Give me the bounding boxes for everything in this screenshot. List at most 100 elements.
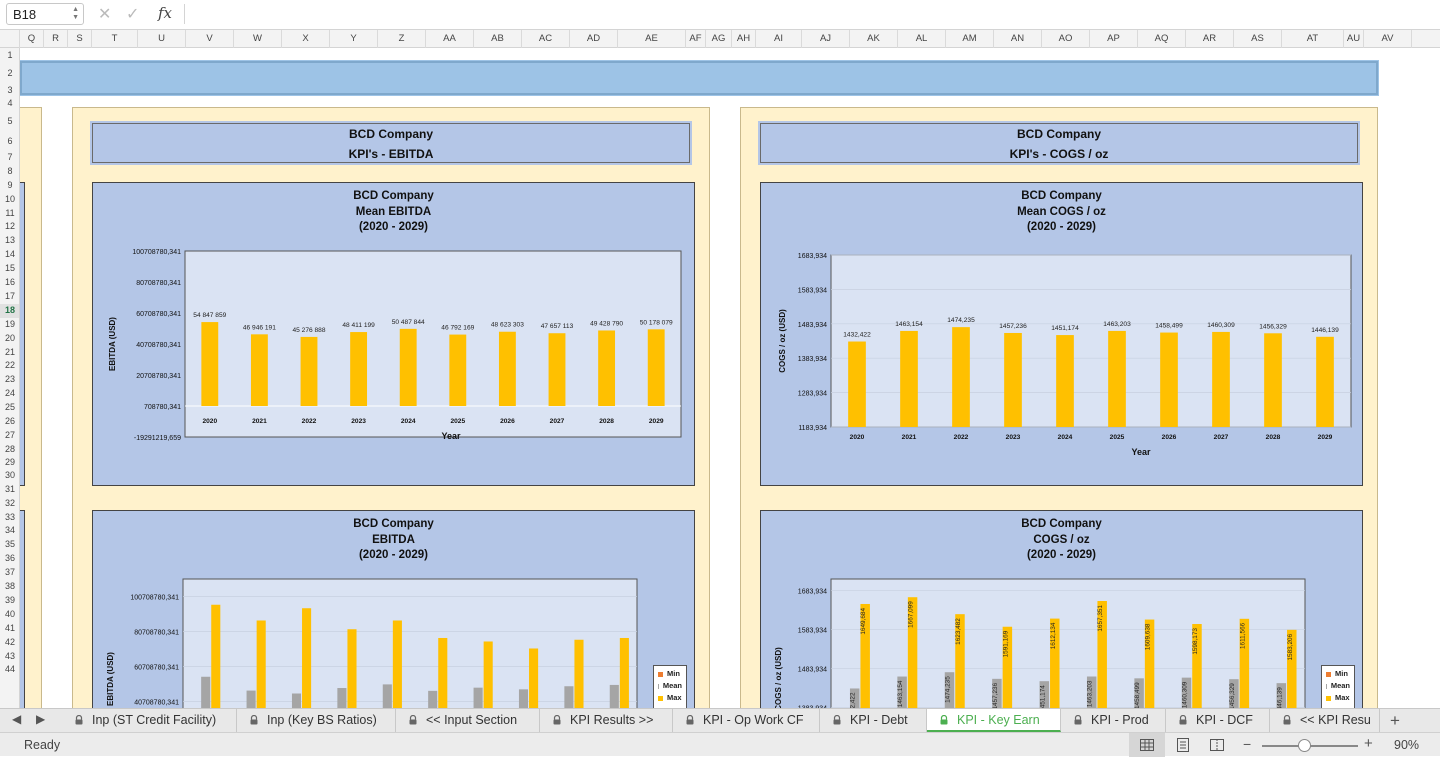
column-header-aq[interactable]: AQ (1138, 30, 1186, 48)
row-header-42[interactable]: 42 (0, 636, 20, 650)
confirm-icon[interactable]: ✓ (126, 4, 139, 24)
row-header-31[interactable]: 31 (0, 483, 20, 497)
row-header-36[interactable]: 36 (0, 552, 20, 566)
normal-view-button[interactable] (1129, 733, 1165, 757)
row-header-11[interactable]: 11 (0, 207, 20, 221)
column-header-ae[interactable]: AE (618, 30, 686, 48)
row-header-34[interactable]: 34 (0, 524, 20, 538)
column-header-t[interactable]: T (92, 30, 138, 48)
column-header-am[interactable]: AM (946, 30, 994, 48)
chart-ebitda-range[interactable]: BCD Company EBITDA (2020 - 2029) 1007087… (92, 510, 695, 708)
select-all-corner[interactable] (0, 30, 20, 48)
row-header-29[interactable]: 29 (0, 456, 20, 469)
column-header-s[interactable]: S (68, 30, 92, 48)
row-header-4[interactable]: 4 (0, 97, 20, 111)
sheet-tab[interactable]: << Input Section (396, 709, 540, 732)
row-header-25[interactable]: 25 (0, 401, 20, 415)
sheet-tab[interactable]: KPI - Prod (1061, 709, 1166, 732)
tab-scroll-left-icon[interactable]: ◀ (12, 712, 21, 726)
row-header-40[interactable]: 40 (0, 608, 20, 622)
column-header-y[interactable]: Y (330, 30, 378, 48)
cancel-icon[interactable]: ✕ (98, 4, 111, 24)
row-header-44[interactable]: 44 (0, 663, 20, 677)
column-header-v[interactable]: V (186, 30, 234, 48)
row-header-41[interactable]: 41 (0, 622, 20, 636)
row-header-21[interactable]: 21 (0, 346, 20, 360)
column-header-w[interactable]: W (234, 30, 282, 48)
sheet-tab[interactable]: KPI Results >> (540, 709, 673, 732)
row-header-10[interactable]: 10 (0, 193, 20, 207)
row-header-5[interactable]: 5 (0, 111, 20, 131)
sheet-grid[interactable]: BCD Company KPI's - EBITDA BCD Company M… (20, 48, 1440, 708)
formula-input[interactable] (196, 7, 1426, 23)
row-header-35[interactable]: 35 (0, 538, 20, 552)
column-header-ap[interactable]: AP (1090, 30, 1138, 48)
row-header-39[interactable]: 39 (0, 594, 20, 608)
column-header-an[interactable]: AN (994, 30, 1042, 48)
row-header-16[interactable]: 16 (0, 276, 20, 290)
row-header-22[interactable]: 22 (0, 359, 20, 373)
row-header-19[interactable]: 19 (0, 318, 20, 332)
sheet-tab[interactable]: KPI - Debt (820, 709, 927, 732)
column-header-al[interactable]: AL (898, 30, 946, 48)
chart-mean-cogs[interactable]: BCD Company Mean COGS / oz (2020 - 2029)… (760, 182, 1363, 486)
column-header-aj[interactable]: AJ (802, 30, 850, 48)
row-header-1[interactable]: 1 (0, 48, 20, 62)
column-header-av[interactable]: AV (1364, 30, 1412, 48)
row-header-9[interactable]: 9 (0, 179, 20, 193)
column-header-au[interactable]: AU (1344, 30, 1364, 48)
sheet-tab[interactable]: Inp (ST Credit Facility) (62, 709, 237, 732)
row-header-6[interactable]: 6 (0, 131, 20, 151)
row-header-20[interactable]: 20 (0, 332, 20, 346)
row-header-37[interactable]: 37 (0, 566, 20, 580)
row-header-23[interactable]: 23 (0, 373, 20, 387)
tab-scroll-right-icon[interactable]: ▶ (36, 712, 45, 726)
column-header-ak[interactable]: AK (850, 30, 898, 48)
add-sheet-icon[interactable]: + (1390, 711, 1400, 731)
row-header-7[interactable]: 7 (0, 151, 20, 165)
row-header-28[interactable]: 28 (0, 443, 20, 456)
row-header-3[interactable]: 3 (0, 84, 20, 97)
column-header-x[interactable]: X (282, 30, 330, 48)
function-icon[interactable]: fx (158, 4, 172, 22)
column-header-ah[interactable]: AH (732, 30, 756, 48)
column-header-as[interactable]: AS (1234, 30, 1282, 48)
row-header-32[interactable]: 32 (0, 497, 20, 511)
column-header-ag[interactable]: AG (706, 30, 732, 48)
zoom-level[interactable]: 90% (1394, 738, 1419, 752)
row-header-43[interactable]: 43 (0, 650, 20, 664)
zoom-in-icon[interactable]: + (1364, 735, 1373, 752)
row-header-27[interactable]: 27 (0, 429, 20, 443)
sheet-tab[interactable]: KPI - Key Earn (927, 709, 1061, 732)
column-header-ac[interactable]: AC (522, 30, 570, 48)
column-header-ar[interactable]: AR (1186, 30, 1234, 48)
row-header-18[interactable]: 18 (0, 304, 20, 318)
zoom-slider-handle[interactable] (1298, 739, 1311, 752)
row-header-8[interactable]: 8 (0, 165, 20, 179)
column-header-ab[interactable]: AB (474, 30, 522, 48)
sheet-tab[interactable]: KPI - DCF (1166, 709, 1270, 732)
row-header-17[interactable]: 17 (0, 290, 20, 304)
row-header-38[interactable]: 38 (0, 580, 20, 594)
page-layout-view-button[interactable] (1165, 733, 1201, 757)
column-header-u[interactable]: U (138, 30, 186, 48)
column-header-ao[interactable]: AO (1042, 30, 1090, 48)
row-header-33[interactable]: 33 (0, 511, 20, 525)
column-header-r[interactable]: R (44, 30, 68, 48)
chart-cogs-range[interactable]: BCD Company COGS / oz (2020 - 2029) 1683… (760, 510, 1363, 708)
row-header-12[interactable]: 12 (0, 220, 20, 234)
column-header-aa[interactable]: AA (426, 30, 474, 48)
name-box-stepper-icon[interactable]: ▲▼ (72, 6, 79, 22)
row-header-13[interactable]: 13 (0, 234, 20, 248)
sheet-tab[interactable]: Inp (Key BS Ratios) (237, 709, 396, 732)
row-header-14[interactable]: 14 (0, 248, 20, 262)
column-header-q[interactable]: Q (20, 30, 44, 48)
column-header-at[interactable]: AT (1282, 30, 1344, 48)
sheet-tab[interactable]: KPI - Op Work CF (673, 709, 820, 732)
row-header-15[interactable]: 15 (0, 262, 20, 276)
name-box[interactable]: B18 ▲▼ (6, 3, 84, 25)
chart-mean-ebitda[interactable]: BCD Company Mean EBITDA (2020 - 2029) 10… (92, 182, 695, 486)
column-header-af[interactable]: AF (686, 30, 706, 48)
row-header-26[interactable]: 26 (0, 415, 20, 429)
sheet-tab[interactable]: << KPI Resu (1270, 709, 1380, 732)
